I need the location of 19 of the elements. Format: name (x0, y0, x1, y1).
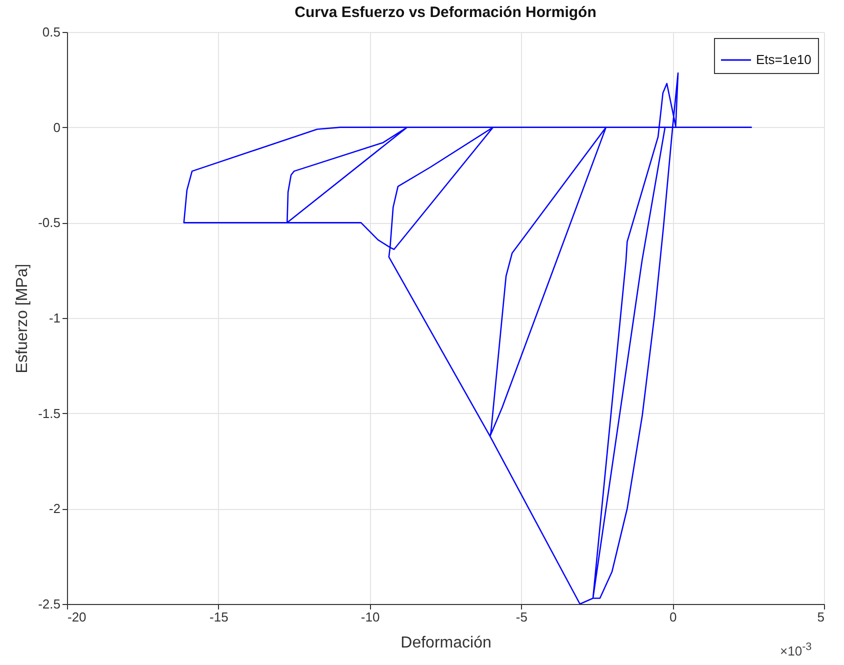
x-tick-label: -10 (360, 610, 380, 624)
y-axis-title: Esfuerzo [MPa] (14, 264, 32, 374)
y-tick-label: 0 (53, 120, 60, 135)
y-tick-label: 0.5 (42, 24, 60, 40)
text: ×10$^{-3}$ (780, 641, 812, 658)
x-tick-label: 5 (817, 610, 824, 624)
y-tick-label: -2.5 (38, 596, 60, 612)
x-axis-title: Deformación (400, 634, 492, 652)
legend-label: Ets=1e10 (756, 52, 812, 67)
x-tick-label: -5 (516, 610, 528, 624)
y-tick-label: -0.5 (38, 215, 60, 230)
y-tick-label: -1 (48, 310, 60, 326)
x-tick-label: -20 (68, 610, 86, 624)
y-tick-label: -2 (48, 501, 60, 516)
y-tick-label: -1.5 (38, 406, 60, 421)
x-tick-label: 0 (669, 610, 677, 624)
x-tick-label: -15 (210, 610, 228, 624)
line-series (183, 72, 752, 604)
chart-title: Curva Esfuerzo vs Deformación Hormigón (294, 4, 596, 21)
